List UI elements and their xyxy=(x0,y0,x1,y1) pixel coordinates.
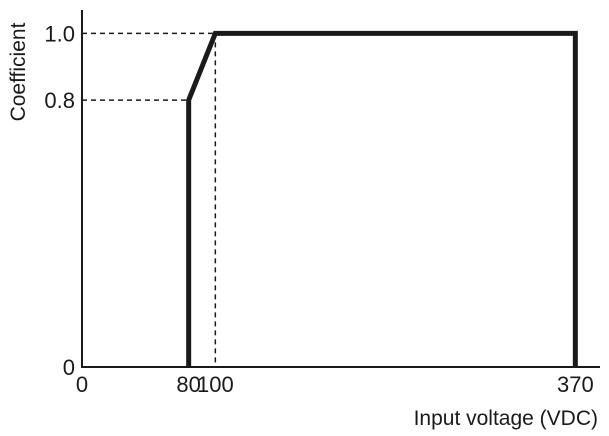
x-axis-title: Input voltage (VDC) xyxy=(414,407,598,430)
y-tick-label-0: 0 xyxy=(63,355,75,380)
y-tick-label-2: 1.0 xyxy=(44,21,75,46)
reference-lines xyxy=(82,32,217,367)
series xyxy=(186,30,578,367)
x-tick-label-3: 370 xyxy=(557,372,594,397)
y-tick-label-1: 0.8 xyxy=(44,88,75,113)
y-axis-title: Coefficient xyxy=(7,22,30,121)
x-tick-label-0: 0 xyxy=(76,372,88,397)
axes xyxy=(81,10,600,368)
series-line-0 xyxy=(186,30,578,367)
y-tick-labels: 0 0.8 1.0 xyxy=(44,21,75,380)
x-tick-label-2: 100 xyxy=(197,372,234,397)
x-tick-label-1: 80 xyxy=(176,372,200,397)
